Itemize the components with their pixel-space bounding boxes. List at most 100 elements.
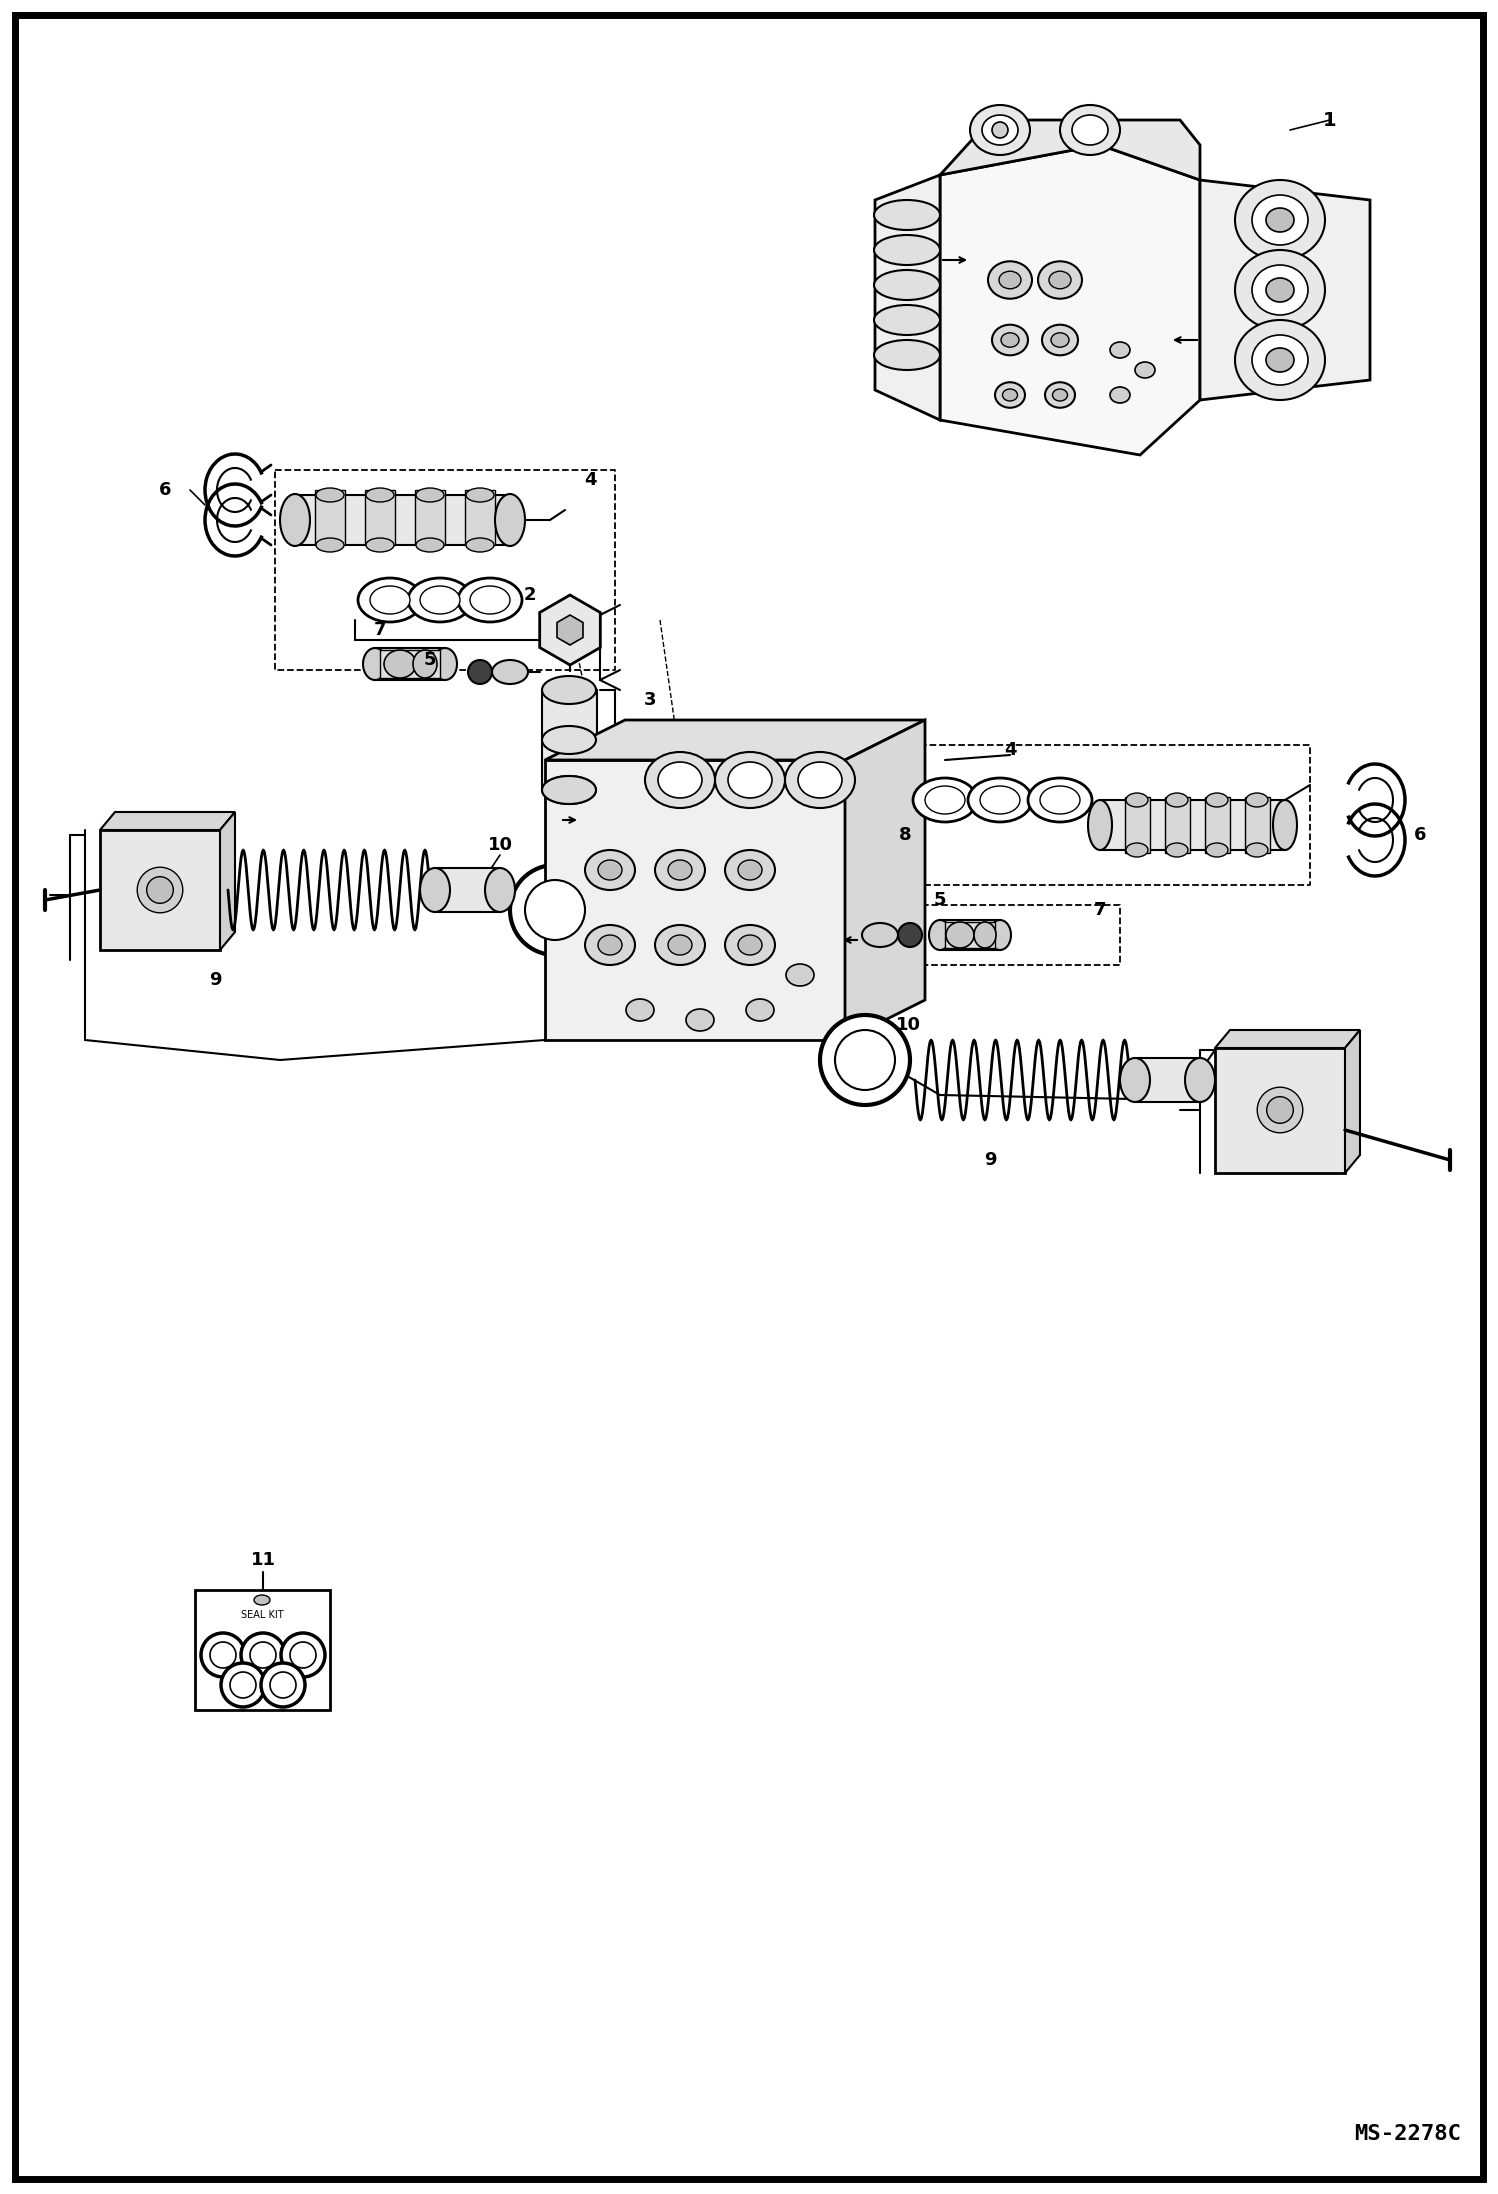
Text: 10: 10 bbox=[487, 836, 512, 853]
Polygon shape bbox=[100, 812, 235, 829]
Ellipse shape bbox=[1046, 382, 1076, 408]
Ellipse shape bbox=[407, 577, 472, 623]
Bar bbox=[434, 869, 500, 913]
Ellipse shape bbox=[1267, 1097, 1293, 1123]
Bar bbox=[1125, 796, 1150, 853]
Ellipse shape bbox=[1110, 386, 1129, 404]
Text: 9: 9 bbox=[984, 1152, 996, 1169]
Ellipse shape bbox=[626, 998, 655, 1020]
Polygon shape bbox=[545, 720, 924, 759]
Text: 7: 7 bbox=[373, 621, 386, 638]
Ellipse shape bbox=[971, 105, 1031, 156]
Bar bbox=[380, 649, 440, 678]
Ellipse shape bbox=[1266, 208, 1294, 233]
Text: SEAL KIT: SEAL KIT bbox=[241, 1610, 283, 1619]
Ellipse shape bbox=[1038, 261, 1082, 298]
Ellipse shape bbox=[746, 998, 774, 1020]
Ellipse shape bbox=[222, 1663, 265, 1707]
Bar bbox=[100, 829, 220, 950]
Ellipse shape bbox=[542, 676, 596, 704]
Bar bbox=[315, 489, 345, 544]
Ellipse shape bbox=[466, 487, 494, 502]
Polygon shape bbox=[539, 595, 601, 665]
Ellipse shape bbox=[912, 779, 977, 823]
Ellipse shape bbox=[715, 753, 785, 807]
Text: 6: 6 bbox=[159, 480, 171, 498]
Ellipse shape bbox=[433, 647, 457, 680]
Ellipse shape bbox=[873, 270, 941, 301]
Ellipse shape bbox=[1234, 320, 1326, 399]
Ellipse shape bbox=[658, 761, 703, 799]
Ellipse shape bbox=[686, 1009, 715, 1031]
Ellipse shape bbox=[668, 860, 692, 880]
Ellipse shape bbox=[992, 123, 1008, 138]
Ellipse shape bbox=[786, 963, 813, 985]
Ellipse shape bbox=[1273, 801, 1297, 849]
Ellipse shape bbox=[1001, 333, 1019, 347]
Polygon shape bbox=[295, 496, 509, 544]
Text: 7: 7 bbox=[1094, 902, 1106, 919]
Ellipse shape bbox=[873, 200, 941, 230]
Ellipse shape bbox=[1246, 842, 1267, 858]
Ellipse shape bbox=[834, 1029, 894, 1090]
Bar bbox=[941, 919, 1001, 950]
Polygon shape bbox=[1200, 180, 1371, 399]
Ellipse shape bbox=[491, 660, 527, 685]
Ellipse shape bbox=[255, 1595, 270, 1606]
Text: 5: 5 bbox=[933, 891, 947, 908]
Polygon shape bbox=[1345, 1029, 1360, 1174]
Ellipse shape bbox=[1206, 842, 1228, 858]
Text: 5: 5 bbox=[424, 652, 436, 669]
Ellipse shape bbox=[974, 921, 996, 948]
Ellipse shape bbox=[201, 1632, 246, 1676]
Text: 1: 1 bbox=[1323, 110, 1336, 129]
Ellipse shape bbox=[466, 538, 494, 553]
Ellipse shape bbox=[1252, 265, 1308, 316]
Ellipse shape bbox=[1246, 792, 1267, 807]
Ellipse shape bbox=[873, 305, 941, 336]
Ellipse shape bbox=[992, 325, 1028, 355]
Ellipse shape bbox=[646, 753, 715, 807]
Text: 10: 10 bbox=[896, 1016, 920, 1033]
Ellipse shape bbox=[598, 935, 622, 954]
Ellipse shape bbox=[370, 586, 410, 614]
Bar bbox=[1100, 801, 1285, 849]
Ellipse shape bbox=[316, 487, 345, 502]
Ellipse shape bbox=[467, 660, 491, 685]
Ellipse shape bbox=[1165, 792, 1188, 807]
Ellipse shape bbox=[728, 761, 771, 799]
Ellipse shape bbox=[291, 1641, 316, 1667]
Ellipse shape bbox=[366, 538, 394, 553]
Bar bbox=[366, 489, 395, 544]
Ellipse shape bbox=[1206, 792, 1228, 807]
Bar bbox=[542, 689, 598, 790]
Ellipse shape bbox=[924, 785, 965, 814]
Text: 6: 6 bbox=[1414, 825, 1426, 845]
Bar bbox=[415, 489, 445, 544]
Ellipse shape bbox=[586, 849, 635, 891]
Bar bbox=[1204, 796, 1230, 853]
Text: 8: 8 bbox=[899, 825, 911, 845]
Bar bbox=[464, 489, 494, 544]
Ellipse shape bbox=[1257, 1088, 1303, 1132]
Ellipse shape bbox=[1088, 801, 1112, 849]
Ellipse shape bbox=[983, 114, 1019, 145]
Ellipse shape bbox=[785, 753, 855, 807]
Ellipse shape bbox=[383, 649, 416, 678]
Ellipse shape bbox=[980, 785, 1020, 814]
Bar bbox=[1215, 1049, 1345, 1174]
Ellipse shape bbox=[419, 869, 449, 913]
Ellipse shape bbox=[739, 860, 762, 880]
Ellipse shape bbox=[509, 864, 601, 954]
Ellipse shape bbox=[1052, 333, 1070, 347]
Ellipse shape bbox=[1053, 388, 1068, 402]
Ellipse shape bbox=[270, 1672, 297, 1698]
Bar bbox=[1135, 1058, 1200, 1101]
Ellipse shape bbox=[897, 924, 921, 948]
Ellipse shape bbox=[1252, 336, 1308, 384]
Ellipse shape bbox=[1185, 1058, 1215, 1101]
Ellipse shape bbox=[989, 261, 1032, 298]
Ellipse shape bbox=[524, 880, 586, 939]
Ellipse shape bbox=[458, 577, 521, 623]
Ellipse shape bbox=[655, 926, 706, 965]
